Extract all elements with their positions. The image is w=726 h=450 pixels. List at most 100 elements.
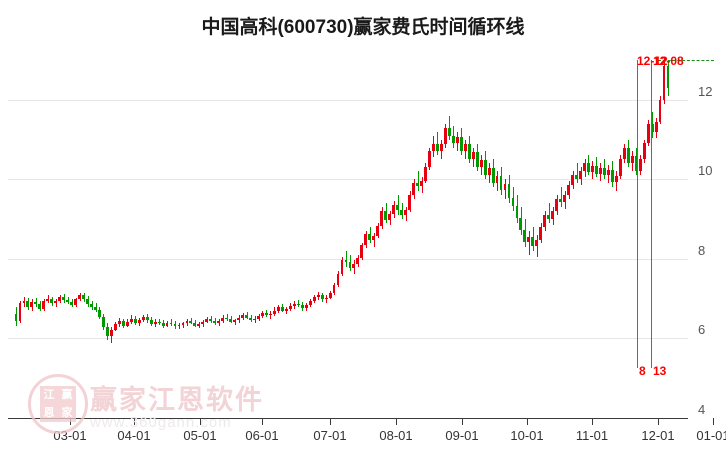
- candle-wick: [171, 319, 172, 326]
- candle-body: [443, 127, 447, 144]
- candle-body: [551, 211, 555, 220]
- candle-body: [392, 204, 396, 215]
- candle-body: [300, 305, 304, 309]
- candle-body: [543, 215, 547, 228]
- candle-body: [416, 183, 419, 187]
- candle-body: [324, 297, 328, 300]
- x-axis-tick: [262, 418, 263, 425]
- candle-body: [396, 204, 400, 211]
- candle-body: [201, 321, 205, 325]
- candle-body: [380, 211, 384, 227]
- plot-area: [8, 60, 714, 419]
- candle-body: [193, 322, 197, 326]
- candle-body: [336, 274, 340, 286]
- candle-body: [284, 309, 288, 311]
- candle-body: [424, 166, 427, 181]
- candle-body: [50, 298, 54, 304]
- candle-body: [141, 316, 145, 321]
- candle-wick: [227, 313, 228, 321]
- candle-wick: [418, 171, 419, 192]
- candle-body: [455, 137, 459, 143]
- cycle-line-bottom-label: 8: [639, 364, 646, 378]
- x-axis-tick: [396, 418, 397, 425]
- candle-body: [217, 320, 221, 324]
- cycle-line[interactable]: [651, 60, 652, 368]
- candle-body: [666, 65, 670, 88]
- y-axis-tick-label: 6: [698, 322, 706, 338]
- candle-body: [567, 184, 571, 196]
- candle-body: [511, 198, 515, 207]
- candle-body: [312, 297, 316, 302]
- y-axis-tick-label: 8: [698, 242, 706, 258]
- candle-body: [177, 324, 181, 327]
- candle-body: [614, 176, 618, 182]
- candle-body: [257, 316, 260, 319]
- x-axis-tick: [462, 418, 463, 425]
- candle-wick: [437, 131, 438, 156]
- x-axis-tick-label: 01-01: [696, 428, 726, 443]
- y-axis-tick-label: 10: [698, 163, 713, 179]
- candle-body: [658, 99, 662, 122]
- candle-body: [591, 165, 594, 173]
- candle-body: [579, 171, 582, 179]
- y-axis-tick-label: 4: [698, 402, 706, 417]
- candle-body: [189, 320, 193, 323]
- candle-body: [292, 304, 296, 306]
- candle-body: [137, 320, 141, 323]
- candle-body: [261, 312, 264, 317]
- candle-body: [400, 210, 404, 216]
- candle-body: [109, 329, 113, 337]
- candle-body: [82, 295, 85, 300]
- candle-body: [451, 135, 455, 143]
- candle-body: [129, 318, 133, 322]
- cycle-line-top-label: 12-08: [653, 54, 684, 68]
- candle-body: [245, 315, 248, 318]
- candle-wick: [183, 321, 184, 329]
- candle-body: [125, 321, 129, 326]
- candle-body: [364, 234, 368, 246]
- candle-body: [94, 307, 97, 310]
- candle-body: [14, 313, 18, 321]
- candle-body: [237, 317, 241, 321]
- candle-body: [74, 299, 78, 306]
- candle-body: [662, 65, 666, 100]
- candle-body: [173, 324, 177, 327]
- candle-wick: [346, 250, 347, 267]
- candle-body: [595, 165, 598, 174]
- candle-body: [404, 209, 408, 216]
- peak-dashed-line: [658, 60, 714, 61]
- candle-body: [62, 296, 66, 301]
- candle-body: [269, 313, 272, 316]
- candle-body: [157, 321, 161, 324]
- candle-body: [90, 304, 93, 308]
- candle-body: [66, 300, 70, 302]
- candle-body: [420, 180, 423, 187]
- candle-body: [487, 168, 491, 175]
- candle-body: [376, 226, 380, 236]
- candle-body: [276, 307, 280, 311]
- candle-body: [372, 235, 376, 240]
- candle-body: [428, 151, 431, 167]
- candle-body: [503, 184, 507, 191]
- x-axis-tick-label: 11-01: [575, 428, 609, 443]
- candle-body: [531, 236, 535, 247]
- candle-body: [523, 230, 527, 243]
- x-axis-tick-label: 04-01: [117, 428, 151, 443]
- candle-body: [626, 147, 630, 163]
- candle-body: [209, 319, 213, 321]
- x-axis-tick: [658, 418, 659, 425]
- candle-body: [316, 295, 320, 298]
- x-axis-line: [8, 418, 688, 419]
- candle-body: [161, 323, 165, 326]
- candle-wick: [235, 318, 236, 325]
- gridline: [8, 179, 688, 181]
- candle-body: [650, 123, 654, 133]
- candle-body: [388, 214, 392, 220]
- candle-wick: [577, 163, 578, 184]
- candle-body: [332, 285, 336, 294]
- candle-body: [583, 163, 586, 172]
- cycle-line[interactable]: [637, 60, 638, 368]
- candle-body: [221, 317, 225, 321]
- candle-body: [606, 169, 610, 176]
- candle-body: [70, 301, 74, 306]
